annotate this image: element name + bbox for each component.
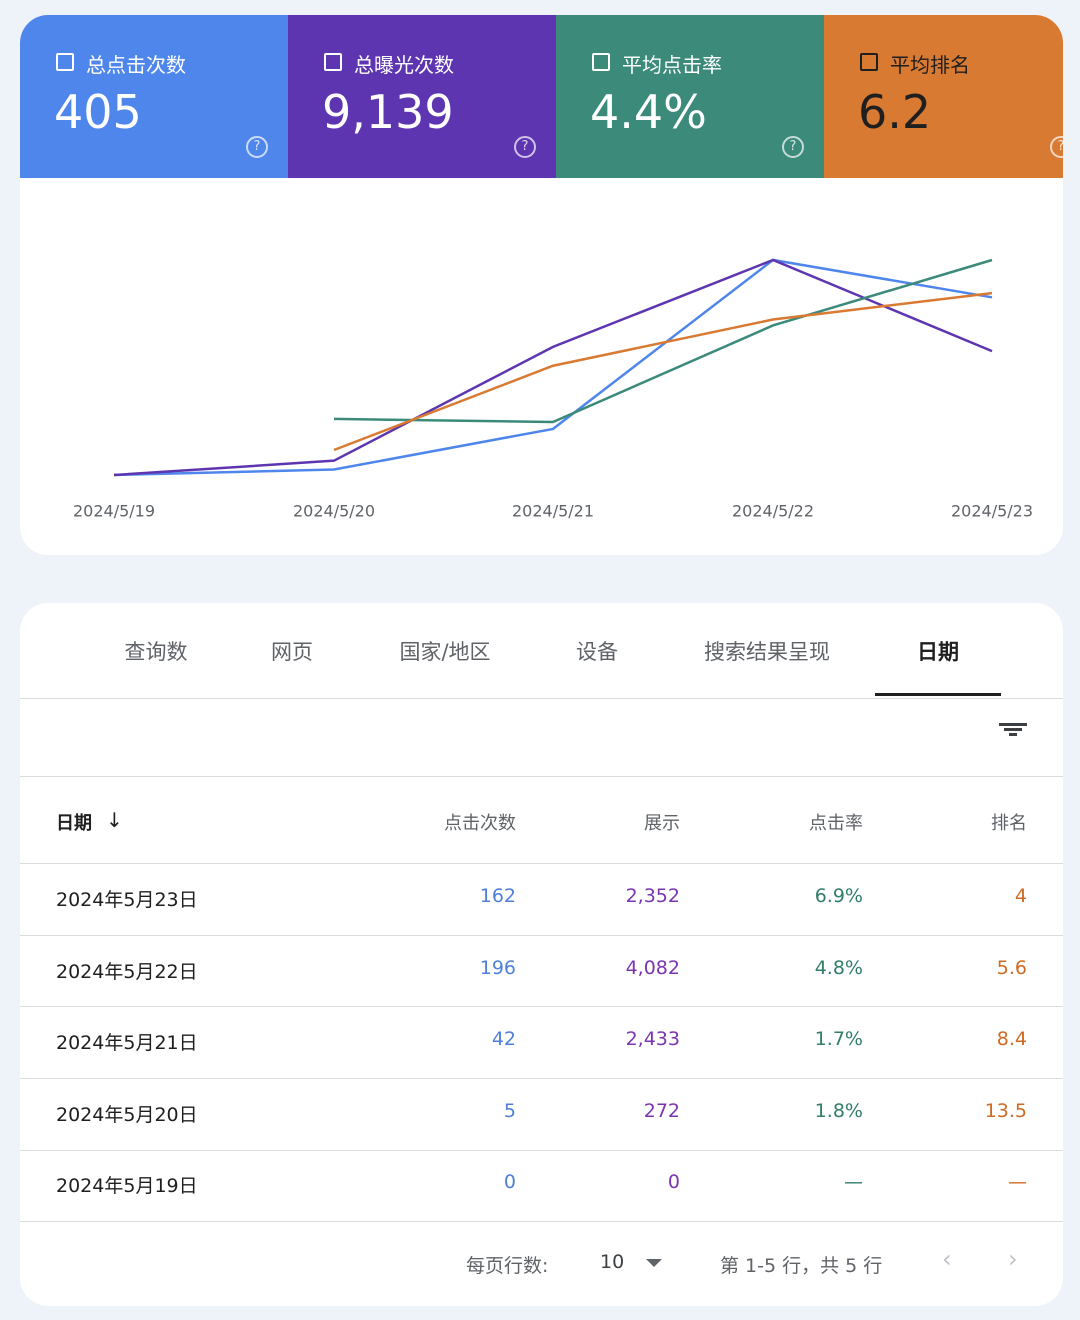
chart: 2024/5/19 2024/5/20 2024/5/21 2024/5/22 2024… [73, 258, 1033, 521]
divider [20, 698, 1063, 699]
cell: 272 [643, 1100, 680, 1122]
cell: — [1008, 1171, 1027, 1193]
series-line [113, 258, 993, 477]
cell: 162 [479, 885, 516, 907]
checkbox-icon [860, 53, 878, 71]
checkbox-icon [592, 53, 610, 71]
tab[interactable]: 查询数 [124, 640, 188, 664]
metric-tile[interactable]: 总点击次数 405? [20, 15, 288, 178]
tab[interactable]: 网页 [271, 640, 313, 664]
divider [20, 1078, 1063, 1079]
help-icon: ? [514, 136, 536, 158]
cell: 0 [667, 1171, 680, 1193]
cell: 5.6 [996, 957, 1027, 979]
x-tick-label: 2024/5/21 [512, 502, 594, 521]
tab[interactable]: 日期 [917, 640, 959, 664]
x-tick-label: 2024/5/23 [951, 502, 1033, 521]
metric-tile[interactable]: 总曝光次数 9,139? [288, 15, 556, 178]
metric-tile[interactable]: 平均排名 6.2? [824, 15, 1063, 178]
filter-bar [999, 723, 1027, 726]
x-tick-label: 2024/5/22 [732, 502, 814, 521]
cell: 6.9% [814, 885, 863, 907]
tab-indicator [875, 693, 1001, 696]
filter-icon[interactable] [999, 723, 1027, 743]
cell: 2,433 [625, 1028, 680, 1050]
cell: 2,352 [625, 885, 680, 907]
sort-icon: ↓ [106, 808, 123, 832]
series-line [113, 258, 993, 477]
metric-value: 6.2 [858, 85, 932, 139]
row-date: 2024年5月19日 [56, 1175, 198, 1197]
divider [20, 935, 1063, 936]
cell: 196 [479, 957, 516, 979]
help-icon: ? [246, 136, 268, 158]
tab[interactable]: 设备 [576, 640, 618, 664]
row-date: 2024年5月22日 [56, 961, 198, 983]
metric-value: 4.4% [590, 85, 707, 139]
cell: 1.7% [814, 1028, 863, 1050]
cell: 4 [1014, 885, 1027, 907]
divider [20, 1221, 1063, 1222]
cell: 42 [491, 1028, 516, 1050]
cell: — [844, 1171, 863, 1193]
metric-value: 9,139 [322, 85, 454, 139]
cell: 1.8% [814, 1100, 863, 1122]
series-line [333, 291, 993, 452]
divider [20, 863, 1063, 864]
metric-label: 平均排名 [890, 53, 970, 77]
metric-tile[interactable]: 平均点击率 4.4%? [556, 15, 824, 178]
help-icon: ? [782, 136, 804, 158]
row-date: 2024年5月23日 [56, 889, 198, 911]
column-header[interactable]: 点击率 [809, 813, 863, 834]
column-header[interactable]: 点击次数 [444, 813, 516, 834]
rows-per-page[interactable]: 10 [600, 1251, 625, 1273]
x-tick-label: 2024/5/20 [293, 502, 375, 521]
divider [20, 776, 1063, 777]
series-line [333, 258, 993, 424]
tab[interactable]: 国家/地区 [399, 640, 491, 664]
metric-value: 405 [54, 85, 142, 139]
cell: 4,082 [625, 957, 680, 979]
row-date: 2024年5月20日 [56, 1104, 198, 1126]
cell: 8.4 [996, 1028, 1027, 1050]
tab[interactable]: 搜索结果呈现 [704, 640, 830, 664]
row-date: 2024年5月21日 [56, 1032, 198, 1054]
filter-bar [1009, 733, 1017, 736]
next-page[interactable]: › [1008, 1245, 1018, 1273]
column-header[interactable]: 日期 [56, 813, 92, 834]
cell: 0 [503, 1171, 516, 1193]
checkbox-icon [324, 53, 342, 71]
prev-page[interactable]: ‹ [942, 1245, 952, 1273]
performance-card: 2024/5/19 2024/5/20 2024/5/21 2024/5/22 2024… [20, 15, 1063, 555]
cell: 13.5 [984, 1100, 1027, 1122]
metric-label: 总曝光次数 [354, 53, 454, 77]
cell: 4.8% [814, 957, 863, 979]
column-header[interactable]: 展示 [644, 813, 680, 834]
column-header[interactable]: 排名 [991, 813, 1027, 834]
metric-label: 平均点击率 [622, 53, 722, 77]
rows-per-page-label: 每页行数: [466, 1255, 549, 1277]
filter-bar [1004, 728, 1022, 731]
page-range: 第 1-5 行，共 5 行 [720, 1255, 883, 1277]
metric-label: 总点击次数 [86, 53, 186, 77]
x-tick-label: 2024/5/19 [73, 502, 155, 521]
checkbox-icon [56, 53, 74, 71]
cell: 5 [503, 1100, 516, 1122]
table-card [20, 603, 1063, 1306]
divider [20, 1150, 1063, 1151]
help-icon: ? [1050, 136, 1063, 158]
dropdown-arrow[interactable] [646, 1259, 662, 1267]
divider [20, 1006, 1063, 1007]
